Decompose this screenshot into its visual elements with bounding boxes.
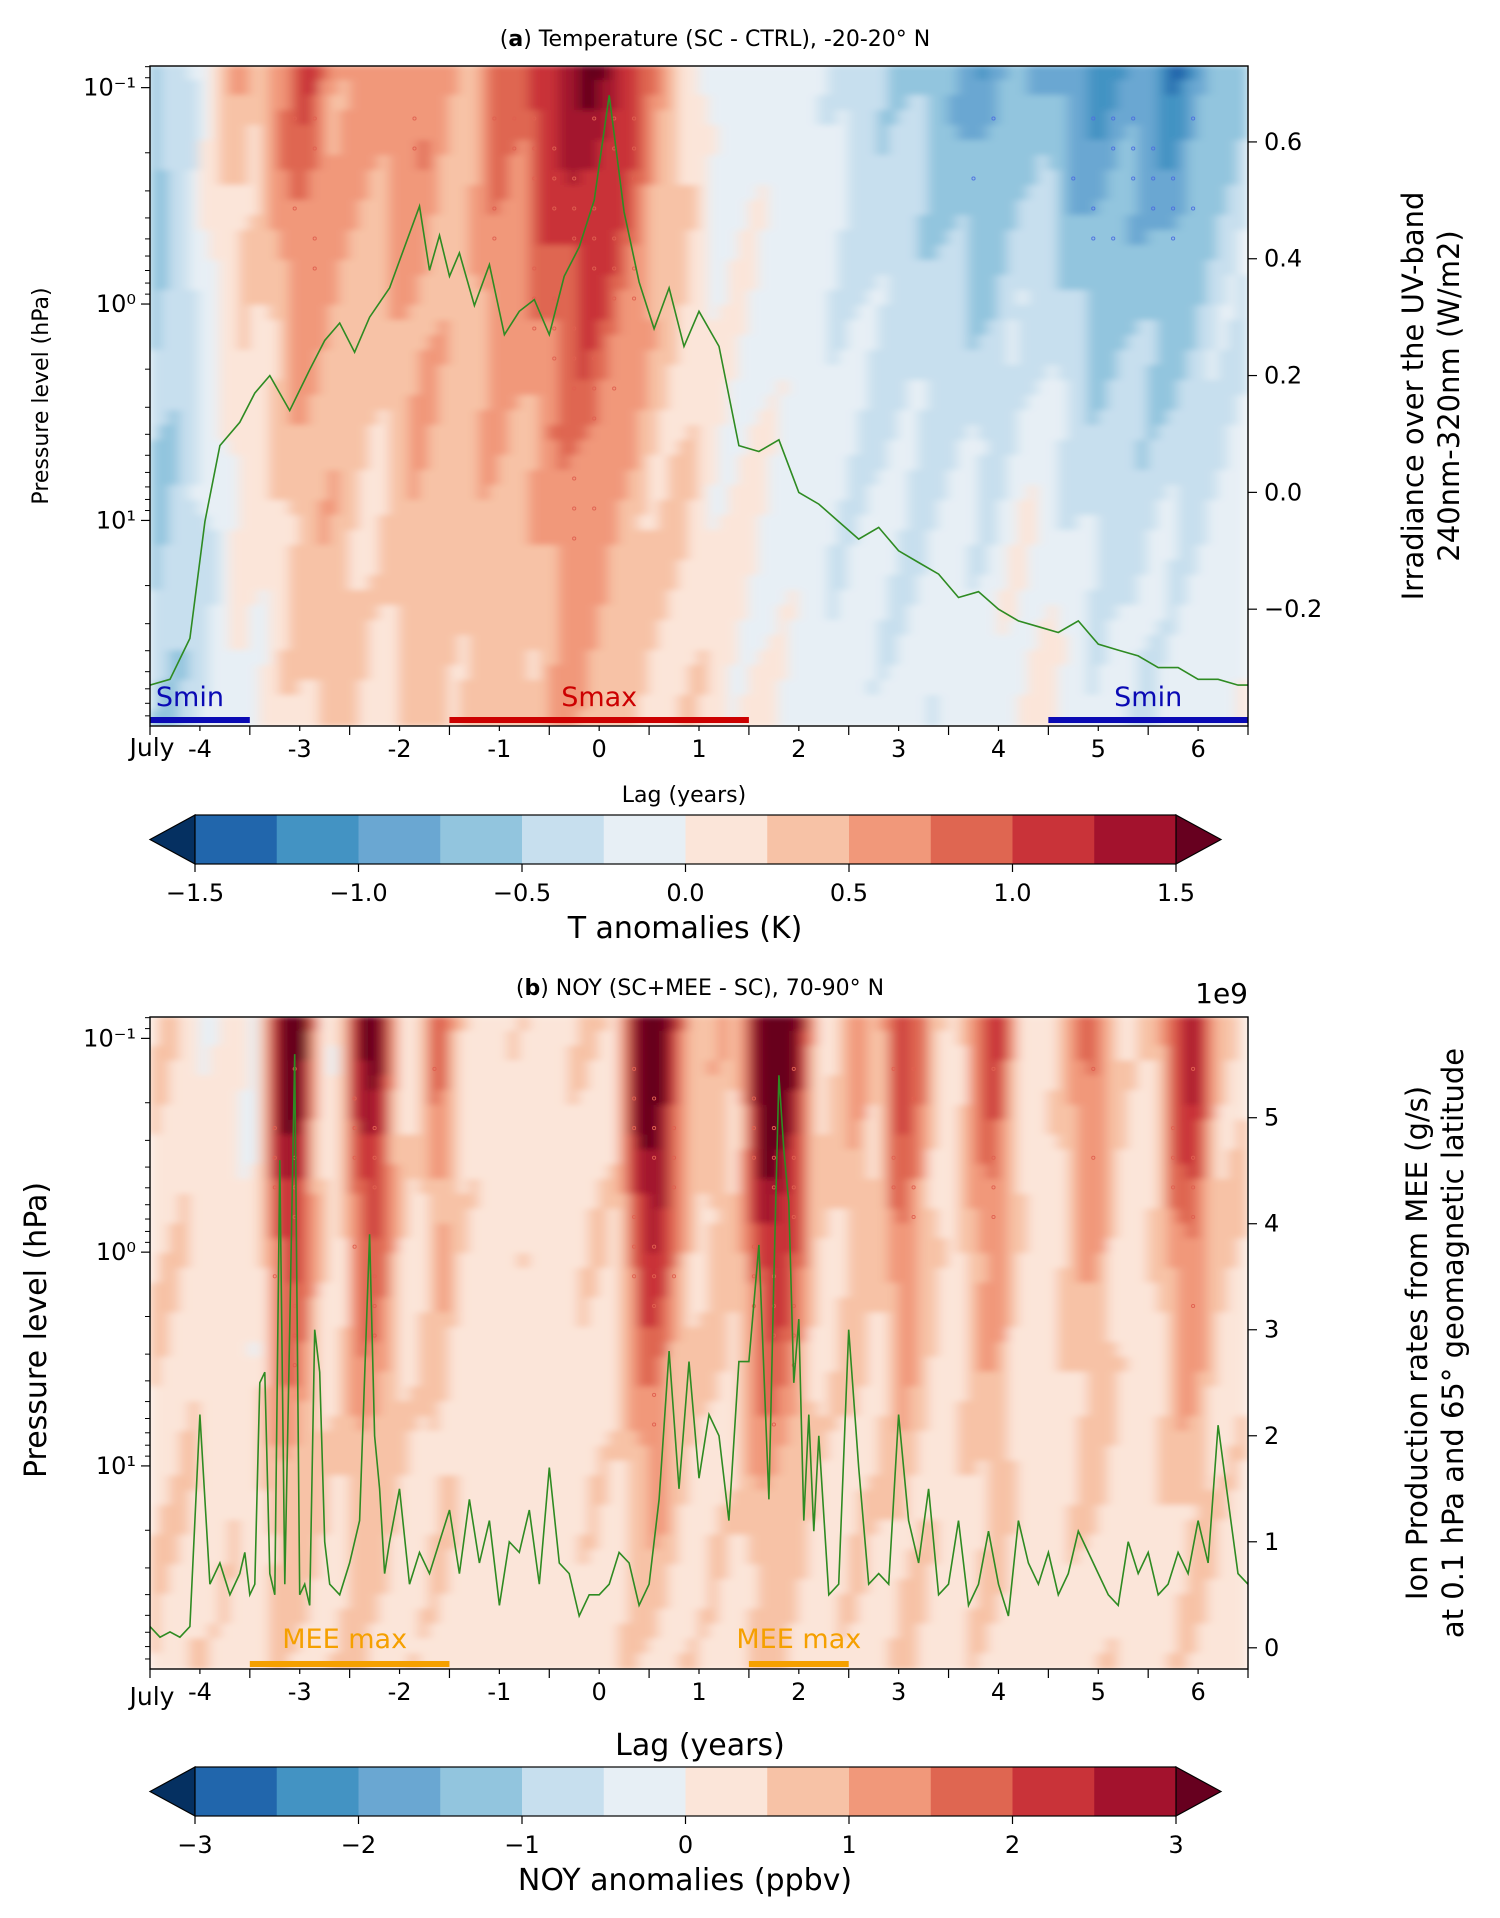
heatmap-cell — [1237, 500, 1249, 517]
heatmap-cell — [1237, 560, 1249, 577]
heatmap-cell — [1237, 215, 1249, 232]
panel-a-label: a — [508, 27, 523, 52]
heatmap-cell — [1237, 665, 1249, 682]
x-tick-label: 6 — [1190, 735, 1205, 763]
x-tick-label: 4 — [991, 735, 1006, 763]
x-tick-label: -2 — [388, 735, 412, 763]
heatmap-cell — [1237, 305, 1249, 322]
heatmap-cell — [1237, 80, 1249, 97]
x-tick-label: 0 — [592, 735, 607, 763]
heatmap-cell — [1237, 605, 1249, 622]
heatmap-cell — [1237, 485, 1249, 502]
heatmap-cell — [1237, 170, 1249, 187]
heatmap-cell — [1237, 350, 1249, 367]
panel-a-y-axis: 10⁻¹ 10⁰ 10¹ — [83, 67, 150, 716]
heatmap-cell — [1237, 395, 1249, 412]
x-tick-label: -4 — [188, 735, 212, 763]
heatmap-cell — [1237, 275, 1249, 292]
heatmap-cell — [1237, 230, 1249, 247]
x-tick-label: 3 — [891, 735, 906, 763]
heatmap-cell — [1237, 680, 1249, 697]
panel-a-y2-axis: −0.20.00.20.40.6 — [1248, 128, 1322, 623]
heatmap-cell — [1237, 575, 1249, 592]
heatmap-cell — [1237, 590, 1249, 607]
x-tick-label: -3 — [288, 735, 312, 763]
heatmap-cell — [1237, 245, 1249, 262]
heatmap-cell — [1237, 440, 1249, 457]
x-tick-label: -1 — [487, 735, 511, 763]
heatmap-cell — [1237, 140, 1249, 157]
x-tick-label: 1 — [691, 735, 706, 763]
y-tick-label: 10⁻¹ — [83, 74, 136, 102]
heatmap-cell — [1237, 200, 1249, 217]
panel-a-x-axis: -4 -3 -2 -1 0 1 2 3 4 5 6 — [150, 726, 1248, 763]
x-tick-label: 5 — [1091, 735, 1106, 763]
panel-a-title: (a) Temperature (SC - CTRL), -20-20° N — [500, 27, 930, 52]
y2-tick-label: −0.2 — [1264, 595, 1322, 623]
heatmap-cell — [1237, 425, 1249, 442]
heatmap-cell — [1237, 650, 1249, 667]
heatmap-cell — [1237, 185, 1249, 202]
heatmap-cell — [1237, 320, 1249, 337]
phase-band-label: Smin — [1114, 682, 1182, 713]
heatmap-cell — [1237, 65, 1249, 82]
phase-band-label: Smin — [156, 682, 224, 713]
heatmap-cell — [1237, 470, 1249, 487]
heatmap-cell — [1237, 365, 1249, 382]
heatmap-cell — [1237, 335, 1249, 352]
heatmap-cell — [1237, 695, 1249, 712]
heatmap-cell — [1237, 155, 1249, 172]
phase-band-label: Smax — [561, 682, 637, 713]
y-tick-label: 10⁰ — [96, 290, 136, 318]
heatmap-cell — [1237, 410, 1249, 427]
panel-a-title-text: Temperature (SC - CTRL), -20-20° N — [538, 27, 930, 52]
heatmap-cell — [1237, 515, 1249, 532]
heatmap-cell — [1237, 125, 1249, 142]
y-tick-label: 10¹ — [96, 506, 136, 534]
heatmap-cell — [1237, 290, 1249, 307]
heatmap-cell — [1237, 260, 1249, 277]
panel-a-temperature: (a) Temperature (SC - CTRL), -20-20° N S… — [29, 27, 1466, 946]
heatmap-cell — [1237, 620, 1249, 637]
heatmap-cell — [1237, 380, 1249, 397]
heatmap-cell — [1237, 530, 1249, 547]
heatmap-cell — [1237, 110, 1249, 127]
heatmap-cell — [1237, 635, 1249, 652]
x-tick-label: 2 — [791, 735, 806, 763]
heatmap-cell — [1237, 455, 1249, 472]
heatmap-cell — [1237, 545, 1249, 562]
heatmap-cell — [1237, 95, 1249, 112]
